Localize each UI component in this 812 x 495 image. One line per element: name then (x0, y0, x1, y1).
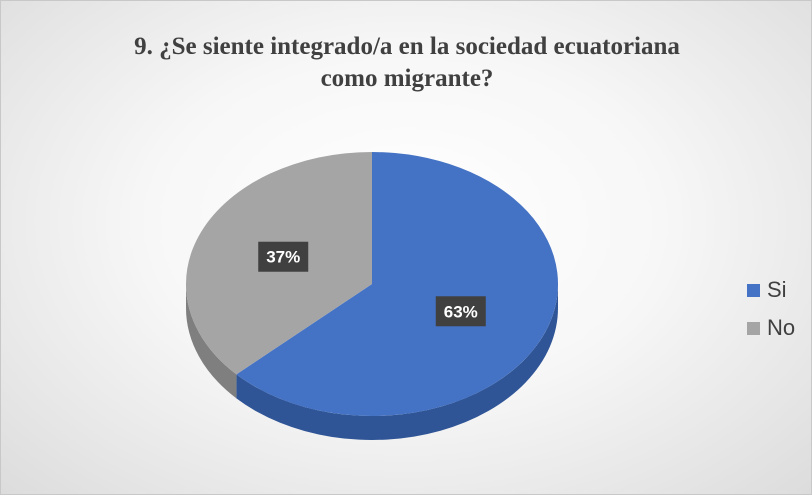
data-label-box (435, 296, 486, 327)
legend-item-no: No (747, 309, 795, 347)
chart-legend: Si No (747, 271, 795, 347)
pie-slice-si (236, 152, 559, 416)
legend-swatch-no (747, 321, 760, 335)
data-label-no: 37% (258, 241, 309, 272)
legend-label-no: No (767, 315, 796, 340)
data-label-text: 37% (266, 248, 300, 267)
chart-title-line-1: 9. ¿Se siente integrado/a en la sociedad… (134, 33, 680, 60)
data-label-si: 63% (435, 296, 486, 327)
data-label-text: 63% (444, 302, 478, 321)
legend-swatch-si (747, 283, 760, 297)
legend-label-si: Si (767, 277, 787, 302)
chart-title: 9. ¿Se siente integrado/a en la sociedad… (1, 31, 811, 95)
data-label-box (258, 241, 309, 272)
chart-title-line-2: como migrante? (320, 65, 494, 92)
pie-slice-side-si (236, 284, 558, 440)
pie-slice-side-no (186, 284, 237, 399)
legend-item-si: Si (747, 271, 795, 309)
